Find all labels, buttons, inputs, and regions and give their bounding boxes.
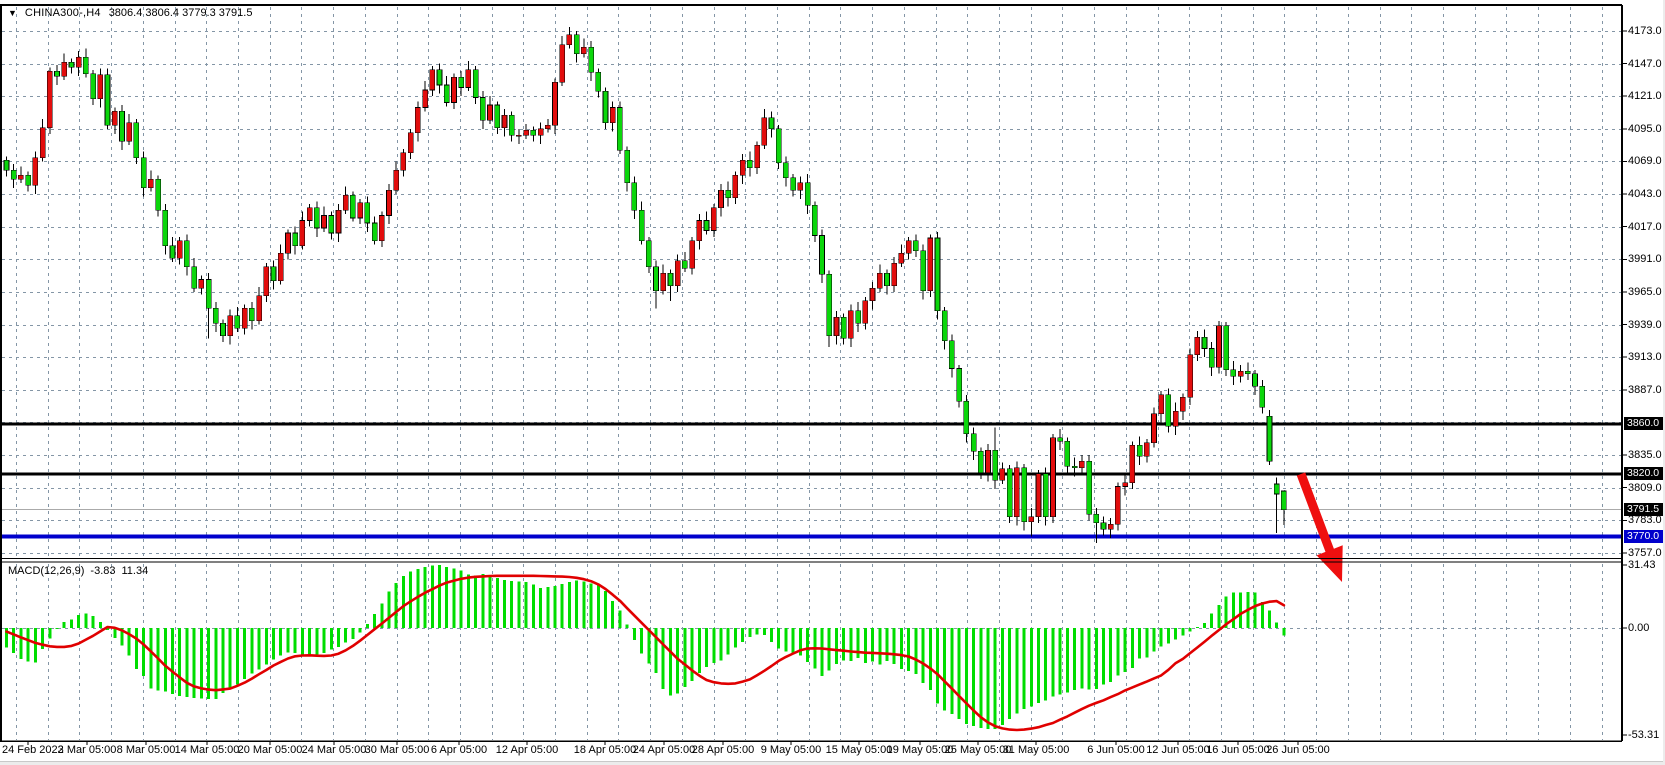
price-axis-tick-label: 4095.0 [1628,123,1662,135]
price-axis-tick-label: 3809.0 [1628,482,1662,494]
macd-indicator-label: MACD(12,26,9) -3.83 11.34 [8,565,148,577]
macd-histogram-bars [5,565,1286,730]
price-axis-tick-label: 3887.0 [1628,384,1662,396]
price-axis-tick-label: 4043.0 [1628,188,1662,200]
macd-signal-line [5,574,1286,732]
price-level-box-3860: 3860.0 [1624,417,1664,431]
price-level-box-3770: 3770.0 [1624,530,1664,544]
time-axis-label: 28 Apr 05:00 [691,744,755,756]
macd-signal-value-label: 11.34 [121,565,149,577]
time-axis-label: 31 May 05:00 [1002,744,1070,756]
price-axis-tick-label: 3939.0 [1628,319,1662,331]
time-axis-label: 26 Jun 05:00 [1266,744,1330,756]
price-axis-tick-label: 3991.0 [1628,253,1662,265]
price-chart-plot-area[interactable] [2,5,1622,557]
time-axis-label: 24 Feb 2023 [2,744,64,756]
time-axis-label: 14 Mar 05:00 [174,744,240,756]
macd-axis-min-label: -53.31 [1628,729,1660,742]
price-level-box-3820: 3820.0 [1624,467,1664,481]
time-axis-label: 18 Apr 05:00 [573,744,637,756]
ohlc-quote-label: 3806.4 3806.4 3779.3 3791.5 [108,7,253,19]
symbol-period-label: CHINA300-,H4 [24,7,101,19]
time-axis-label: 8 Mar 05:00 [116,744,176,756]
time-axis-label: 24 Mar 05:00 [301,744,367,756]
symbol-title-bar: ▼ CHINA300-,H4 3806.4 3806.4 3779.3 3791… [8,7,252,19]
time-axis-label: 9 May 05:00 [760,744,822,756]
price-axis-tick-label: 3965.0 [1628,286,1662,298]
price-axis-tick-label: 3757.0 [1628,547,1662,559]
time-axis-label: 24 Apr 05:00 [632,744,696,756]
price-axis-tick-label: 3835.0 [1628,449,1662,461]
time-axis-label: 19 May 05:00 [886,744,954,756]
time-axis-label: 15 May 05:00 [825,744,893,756]
price-axis-tick-label: 4069.0 [1628,155,1662,167]
time-axis-label: 6 Apr 05:00 [430,744,488,756]
candlestick-series [3,27,1287,543]
chevron-down-icon[interactable]: ▼ [8,8,17,18]
time-axis-label: 2 Mar 05:00 [57,744,117,756]
price-axis-tick-label: 3913.0 [1628,351,1662,363]
down-trend-arrow[interactable] [1296,472,1343,582]
time-axis-label: 12 Jun 05:00 [1146,744,1210,756]
macd-name-label: MACD(12,26,9) [8,565,85,577]
time-axis-label: 30 Mar 05:00 [364,744,430,756]
time-axis-label: 20 Mar 05:00 [237,744,303,756]
macd-axis-zero-label: 0.00 [1628,622,1650,634]
current-price-box: 3791.5 [1624,503,1664,517]
price-axis-tick-label: 4121.0 [1628,90,1662,102]
macd-axis-max-label: 31.43 [1628,558,1656,571]
macd-value-label: -3.83 [90,565,116,577]
price-axis-tick-label: 4147.0 [1628,58,1662,70]
price-axis-tick-label: 4017.0 [1628,221,1662,233]
time-axis-label: 16 Jun 05:00 [1206,744,1270,756]
price-axis-tick-label: 3783.0 [1628,514,1662,526]
time-axis-label: 25 May 05:00 [944,744,1012,756]
right-window-strip [1663,0,1665,765]
time-axis-label: 6 Jun 05:00 [1087,744,1145,756]
time-axis-label: 12 Apr 05:00 [495,744,559,756]
macd-plot-area[interactable] [2,563,1622,741]
price-axis-tick-label: 4173.0 [1628,25,1662,37]
bottom-window-strip [0,761,1665,765]
